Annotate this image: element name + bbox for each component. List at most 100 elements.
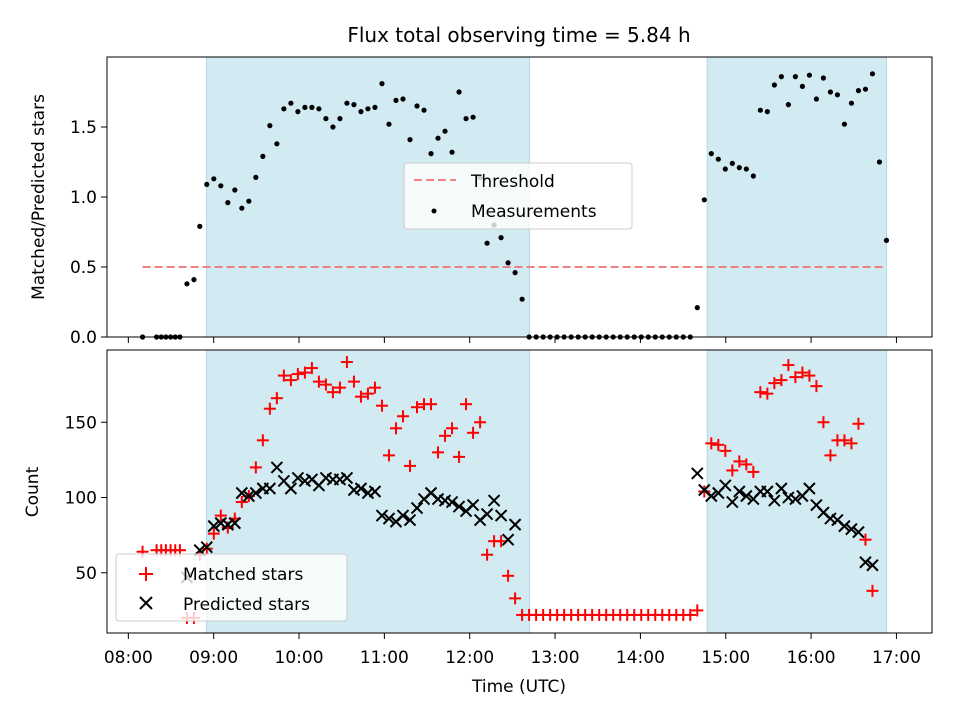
x-b [438,494,452,507]
matched-star-point [719,444,732,457]
measurement-point [701,197,707,203]
matched-star-point [277,369,290,382]
matched-star-point [474,416,487,429]
y-tick-label: 150 [65,413,97,433]
measurement-point [260,153,266,159]
matched-star-point [411,401,424,414]
x-b [235,486,249,500]
y-tick-label: 50 [75,564,97,584]
x-b [775,482,788,495]
matched-star-point [403,459,416,472]
x-b [291,471,305,485]
matched-star-point [249,461,262,474]
predicted-star-point [249,486,263,500]
measurement-point [785,102,791,108]
measurement-point [211,176,217,182]
measurement-point [309,104,315,110]
matched-star-point [368,381,381,394]
x-b [354,482,368,495]
matched-star-point [866,584,879,597]
x-b [859,556,872,569]
measurement-point [519,296,525,302]
matched-star-point [347,375,360,388]
measurement-point [253,174,259,180]
measurement-point [806,72,813,78]
x-b [698,483,711,497]
x-b [866,559,879,572]
matched-star-point [396,410,409,423]
x-axis-label: Time (UTC) [471,677,566,697]
predicted-star-point [445,495,459,509]
top-legend: Threshold Measurements [403,162,633,230]
measurement-point [505,260,511,266]
predicted-star-point [396,509,410,522]
predicted-star-point [852,525,865,539]
x-b [403,513,417,527]
x-tick-label: 14:00 [616,648,665,668]
matched-star-point [726,464,739,477]
matched-star-point [453,450,466,463]
predicted-star-point [368,485,382,498]
predicted-star-point [838,519,851,533]
x-b [803,482,816,495]
x-b [838,519,851,533]
matched-star-point [425,398,438,411]
measurement-point [184,281,190,287]
measurement-point [191,277,197,283]
matched-star-point [439,429,452,442]
x-tick-label: 16:00 [787,648,836,668]
top-panel: 0.0 0.5 1.0 1.5 Matched/Predicted stars Thr… [29,56,933,348]
predicted-star-point [452,500,466,513]
measurement-point [239,205,245,211]
x-b [319,471,333,485]
matched-star-point [691,604,704,617]
matched-star-point [340,356,353,369]
measurement-point [330,124,336,130]
measurement-point [834,92,841,98]
measurement-point [435,135,441,141]
x-b [852,525,865,539]
measurement-point [463,116,469,122]
matched-star-point [509,592,522,605]
predicted-star-point [340,471,354,485]
x-b [789,492,802,506]
predicted-star-point [410,501,424,515]
x-b [270,461,284,474]
matched-star-point [312,375,325,388]
predicted-star-point [354,482,368,495]
matched-star-point [382,449,395,462]
measurement-point [288,100,294,106]
matched-star-point [845,437,858,450]
measurement-point [729,160,735,166]
predicted-star-point [494,509,508,522]
measurement-point [421,107,427,113]
predicted-star-point [501,533,515,546]
measurement-point [484,240,490,246]
predicted-star-point [270,461,284,474]
matched-star-point [326,386,339,399]
predicted-star-point [375,509,389,522]
matched-star-point [291,368,304,381]
x-tick-label: 15:00 [701,648,750,668]
matched-star-point [270,392,283,405]
x-b [466,498,480,512]
matched-star-point [235,496,248,509]
matched-star-point [467,426,480,439]
measurement-point [869,71,876,77]
x-b [452,500,466,513]
measurement-point [246,198,252,204]
predicted-star-point [768,494,781,507]
measurement-point [267,123,273,129]
measurement-point [428,151,434,157]
predicted-star-point [242,489,256,503]
predicted-star-point [508,518,522,531]
matched-star-point [796,366,809,379]
matched-star-point [284,374,297,387]
bottom-panel: 50 100 150 08:00 09:00 10:00 11:00 12:00 13:00 1… [23,349,933,697]
predicted-star-point [866,559,879,572]
measurement-point [750,173,756,179]
predicted-star-point [235,486,249,500]
matched-star-point [200,542,213,555]
x-b [396,509,410,522]
predicted-star-point [740,489,753,503]
